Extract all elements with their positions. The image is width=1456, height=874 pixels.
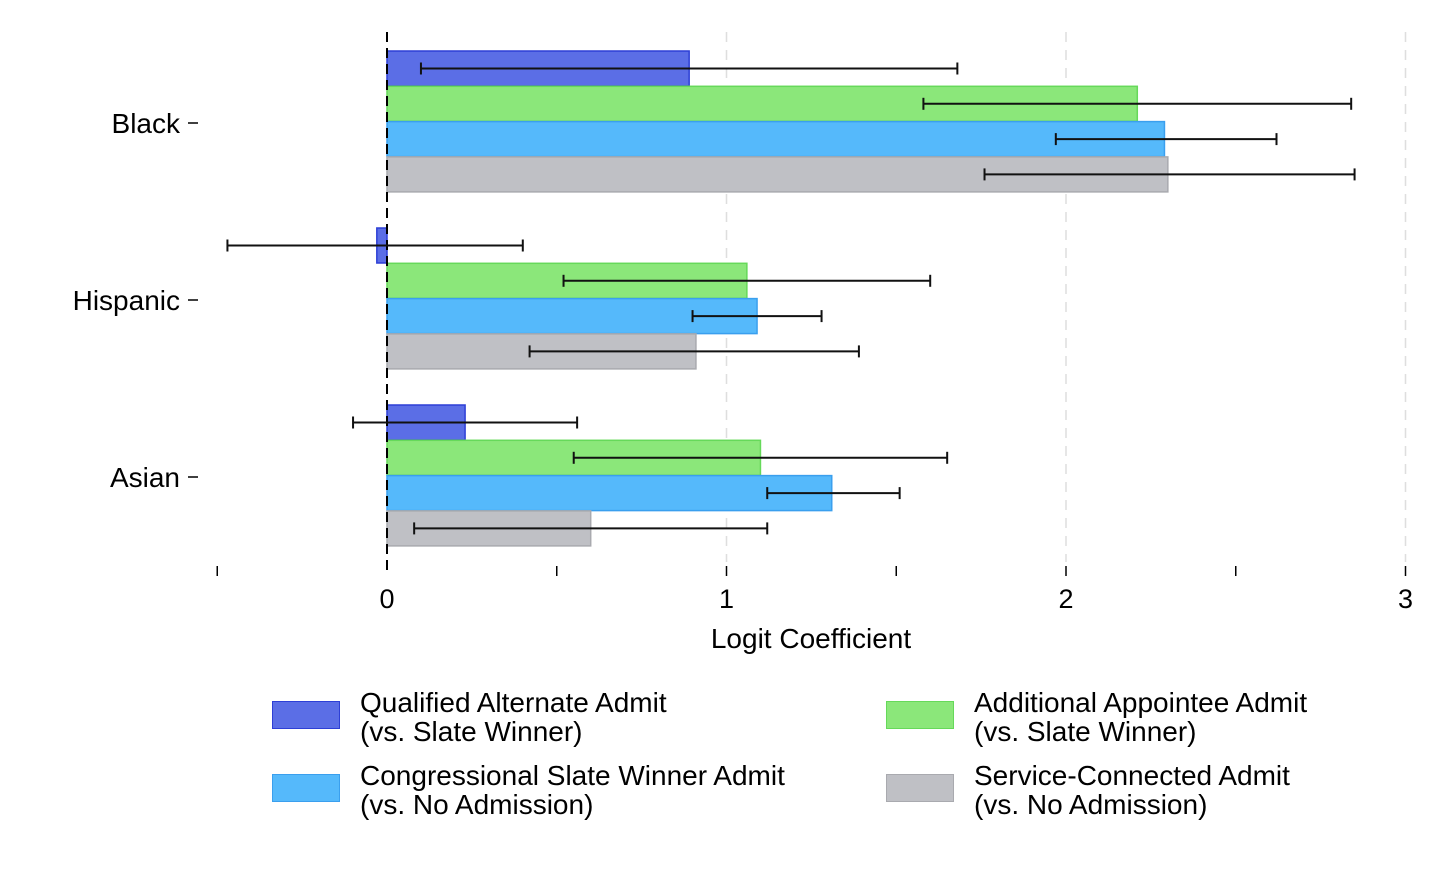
category-hispanic: Hispanic	[73, 285, 198, 316]
x-tick-label: 0	[379, 584, 394, 614]
category-asian: Asian	[110, 462, 198, 493]
error-bar-black-series-2	[1054, 133, 1278, 146]
x-tick-label: 1	[719, 584, 734, 614]
error-bar-black-series-1	[922, 97, 1353, 110]
error-bar-black-series-0	[419, 62, 959, 75]
error-bar-asian-series-0	[352, 416, 579, 429]
error-bar-asian-series-3	[413, 522, 769, 535]
error-bars-layer	[226, 62, 1356, 535]
error-bar-asian-series-1	[572, 451, 949, 464]
category-label: Hispanic	[73, 285, 180, 316]
bar-black-series-2	[386, 120, 1166, 158]
category-label: Black	[112, 108, 181, 139]
category-label: Asian	[110, 462, 180, 493]
error-bar-hispanic-series-3	[528, 345, 860, 358]
error-bar-hispanic-series-1	[562, 274, 932, 287]
y-axis-categories: Black Hispanic Asian	[73, 108, 198, 493]
x-axis-label: Logit Coefficient	[711, 623, 912, 654]
bars-layer	[376, 50, 1169, 547]
error-bar-hispanic-series-0	[226, 239, 524, 252]
error-bar-black-series-3	[983, 168, 1356, 181]
bar-asian-series-2	[386, 474, 833, 512]
x-tick-label: 3	[1398, 584, 1413, 614]
x-tick-label: 2	[1058, 584, 1073, 614]
category-black: Black	[112, 108, 198, 139]
error-bar-asian-series-2	[766, 487, 901, 500]
error-bar-hispanic-series-2	[691, 310, 823, 323]
x-axis: 0 1 2 3	[216, 566, 1413, 614]
